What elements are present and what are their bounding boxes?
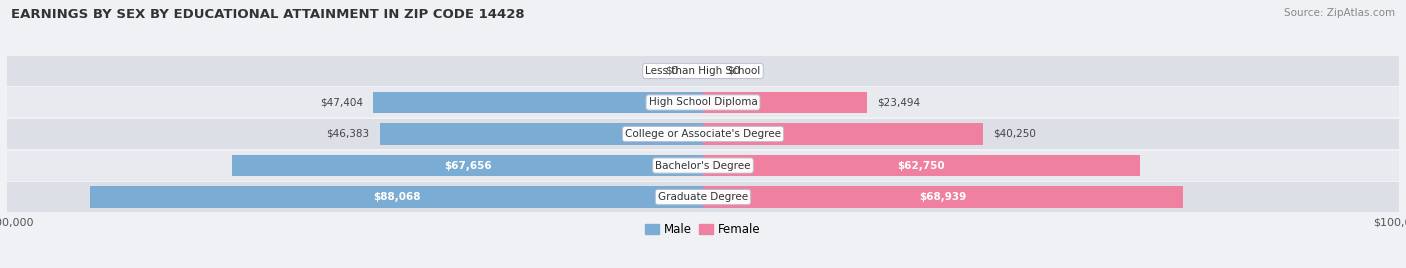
Text: Less than High School: Less than High School [645, 66, 761, 76]
Legend: Male, Female: Male, Female [644, 222, 762, 237]
Bar [703, 155, 1140, 176]
Text: College or Associate's Degree: College or Associate's Degree [626, 129, 780, 139]
Bar [7, 87, 1399, 117]
Bar [703, 186, 1182, 208]
Text: $40,250: $40,250 [994, 129, 1036, 139]
Bar [703, 123, 983, 145]
Text: $47,404: $47,404 [319, 98, 363, 107]
Text: Source: ZipAtlas.com: Source: ZipAtlas.com [1284, 8, 1395, 18]
Text: $88,068: $88,068 [373, 192, 420, 202]
Bar [232, 155, 703, 176]
Text: EARNINGS BY SEX BY EDUCATIONAL ATTAINMENT IN ZIP CODE 14428: EARNINGS BY SEX BY EDUCATIONAL ATTAINMEN… [11, 8, 524, 21]
Text: $0: $0 [727, 66, 741, 76]
Text: $62,750: $62,750 [897, 161, 945, 170]
Bar [90, 186, 703, 208]
Text: $67,656: $67,656 [444, 161, 491, 170]
Text: Bachelor's Degree: Bachelor's Degree [655, 161, 751, 170]
Text: Graduate Degree: Graduate Degree [658, 192, 748, 202]
Bar [7, 182, 1399, 212]
Text: $46,383: $46,383 [326, 129, 370, 139]
Bar [703, 92, 866, 113]
Text: $23,494: $23,494 [877, 98, 920, 107]
Text: $0: $0 [665, 66, 679, 76]
Text: $68,939: $68,939 [920, 192, 966, 202]
Bar [7, 151, 1399, 181]
Bar [7, 56, 1399, 86]
Text: High School Diploma: High School Diploma [648, 98, 758, 107]
Bar [7, 119, 1399, 149]
Bar [373, 92, 703, 113]
Bar [380, 123, 703, 145]
